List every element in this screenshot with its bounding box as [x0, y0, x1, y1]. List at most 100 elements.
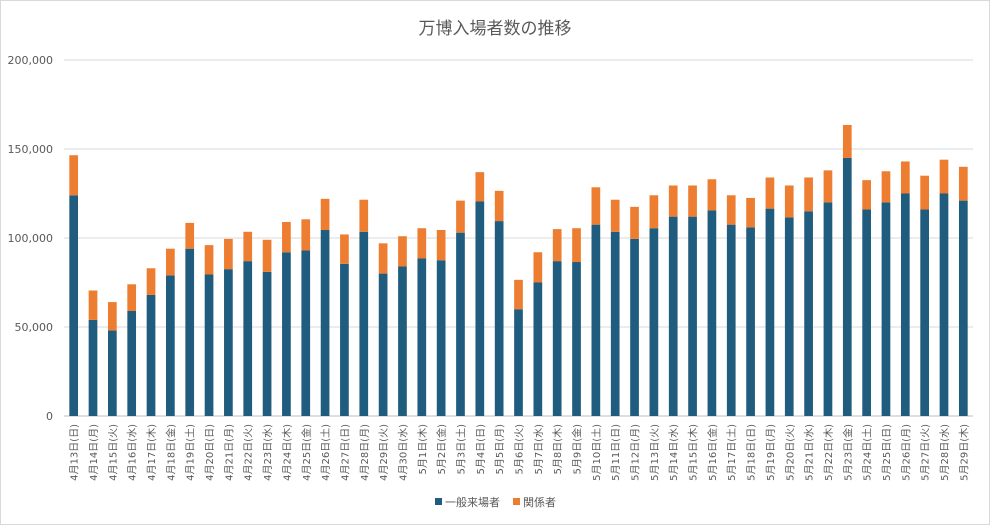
bar-general-visitors	[842, 157, 852, 416]
x-tick-label: 5月27日(火)	[920, 424, 932, 481]
bar-staff	[301, 219, 311, 251]
bar-staff	[591, 187, 601, 225]
bar-general-visitors	[707, 210, 717, 416]
x-tick-label: 5月18日(日)	[746, 424, 758, 481]
bar-general-visitors	[69, 195, 79, 416]
bar-staff	[823, 170, 833, 203]
bar-general-visitors	[533, 282, 543, 416]
x-axis-ticks: 4月13日(日) 4月14日(月) 4月15日(火) 4月16日(水) 4月17日(木)…	[69, 424, 971, 481]
bar-general-visitors	[475, 201, 485, 416]
x-tick-label: 5月2日(金)	[435, 424, 448, 475]
bar-staff	[668, 185, 678, 217]
bar-staff	[262, 239, 272, 272]
x-tick-label: 5月17日(土)	[725, 424, 738, 481]
y-tick-label: 200,000	[8, 54, 54, 67]
bar-staff	[804, 177, 813, 212]
bar-general-visitors	[146, 294, 156, 416]
x-tick-label: 4月30日(水)	[397, 424, 409, 481]
bar-staff	[688, 185, 697, 217]
legend-label-general: 一般来場者	[445, 496, 500, 509]
y-tick-label: 100,000	[8, 232, 54, 245]
bar-staff	[900, 161, 910, 194]
bar-staff	[282, 221, 291, 253]
x-tick-label: 4月29日(火)	[378, 424, 390, 481]
x-tick-label: 4月19日(土)	[184, 424, 197, 481]
bar-staff	[707, 179, 717, 211]
bar-staff	[862, 180, 871, 210]
x-tick-label: 5月3日(土)	[454, 424, 467, 475]
bar-general-visitors	[726, 224, 736, 416]
x-tick-label: 5月22日(木)	[823, 424, 835, 481]
bar-general-visitors	[881, 202, 891, 416]
bars	[69, 124, 968, 416]
bar-general-visitors	[572, 262, 581, 416]
bar-staff	[224, 238, 233, 270]
x-tick-label: 4月28日(月)	[359, 424, 371, 481]
y-tick-label: 50,000	[15, 321, 54, 334]
bar-staff	[939, 159, 949, 194]
bar-staff	[340, 234, 349, 264]
bar-general-visitors	[958, 200, 968, 416]
bar-staff	[842, 124, 852, 158]
bar-general-visitors	[166, 275, 175, 416]
bar-staff	[475, 172, 485, 202]
bar-staff	[88, 290, 98, 320]
x-tick-label: 4月27日(日)	[339, 424, 351, 481]
bar-general-visitors	[688, 216, 697, 416]
x-tick-label: 4月17日(木)	[146, 424, 158, 481]
bar-staff	[69, 155, 79, 196]
legend-label-staff: 関係者	[523, 496, 556, 509]
x-tick-label: 4月25日(金)	[300, 424, 313, 481]
bar-general-visitors	[204, 274, 214, 416]
x-tick-label: 5月4日(日)	[475, 424, 487, 475]
bar-staff	[320, 198, 330, 230]
legend-swatch-staff	[513, 498, 520, 505]
x-tick-label: 5月23日(金)	[841, 424, 854, 481]
x-tick-label: 5月5日(月)	[494, 424, 506, 475]
x-tick-label: 5月1日(木)	[417, 424, 429, 475]
x-tick-label: 5月8日(木)	[552, 424, 564, 475]
x-tick-label: 5月14日(水)	[668, 424, 680, 481]
bar-staff	[456, 200, 465, 233]
x-tick-label: 4月22日(火)	[243, 424, 255, 481]
x-tick-label: 5月16日(金)	[706, 424, 719, 481]
x-tick-label: 5月15日(木)	[688, 424, 700, 481]
x-tick-label: 5月20日(火)	[784, 424, 796, 481]
bar-general-visitors	[398, 266, 407, 416]
bar-staff	[436, 229, 446, 261]
bar-general-visitors	[823, 202, 833, 416]
legend-swatch-general	[435, 498, 442, 505]
chart-title: 万博入場者数の推移	[419, 19, 572, 39]
x-tick-label: 4月20日(日)	[204, 424, 216, 481]
bar-staff	[746, 197, 755, 228]
bar-staff	[784, 185, 794, 218]
bar-general-visitors	[224, 269, 233, 416]
x-tick-label: 4月24日(木)	[281, 424, 293, 481]
bar-general-visitors	[320, 229, 330, 416]
bar-general-visitors	[282, 252, 291, 416]
x-tick-label: 4月21日(月)	[223, 424, 235, 481]
y-tick-label: 0	[46, 410, 53, 423]
bar-general-visitors	[359, 231, 369, 416]
bar-general-visitors	[456, 232, 465, 416]
bar-general-visitors	[630, 238, 639, 416]
bar-general-visitors	[88, 319, 98, 416]
bar-general-visitors	[185, 248, 195, 416]
bar-general-visitors	[552, 261, 562, 416]
bar-staff	[378, 243, 388, 274]
bar-staff	[765, 177, 775, 209]
bar-general-visitors	[436, 260, 446, 416]
bar-staff	[127, 284, 137, 311]
bar-staff	[881, 171, 891, 203]
bar-staff	[649, 195, 659, 229]
bar-staff	[610, 199, 620, 232]
x-tick-label: 4月26日(土)	[319, 424, 332, 481]
x-tick-label: 5月13日(火)	[649, 424, 661, 481]
bar-staff	[958, 166, 968, 201]
bar-staff	[185, 222, 195, 249]
bar-staff	[552, 229, 562, 262]
bar-general-visitors	[920, 209, 929, 416]
legend: 一般来場者 関係者	[435, 496, 556, 509]
gridlines	[64, 59, 973, 417]
